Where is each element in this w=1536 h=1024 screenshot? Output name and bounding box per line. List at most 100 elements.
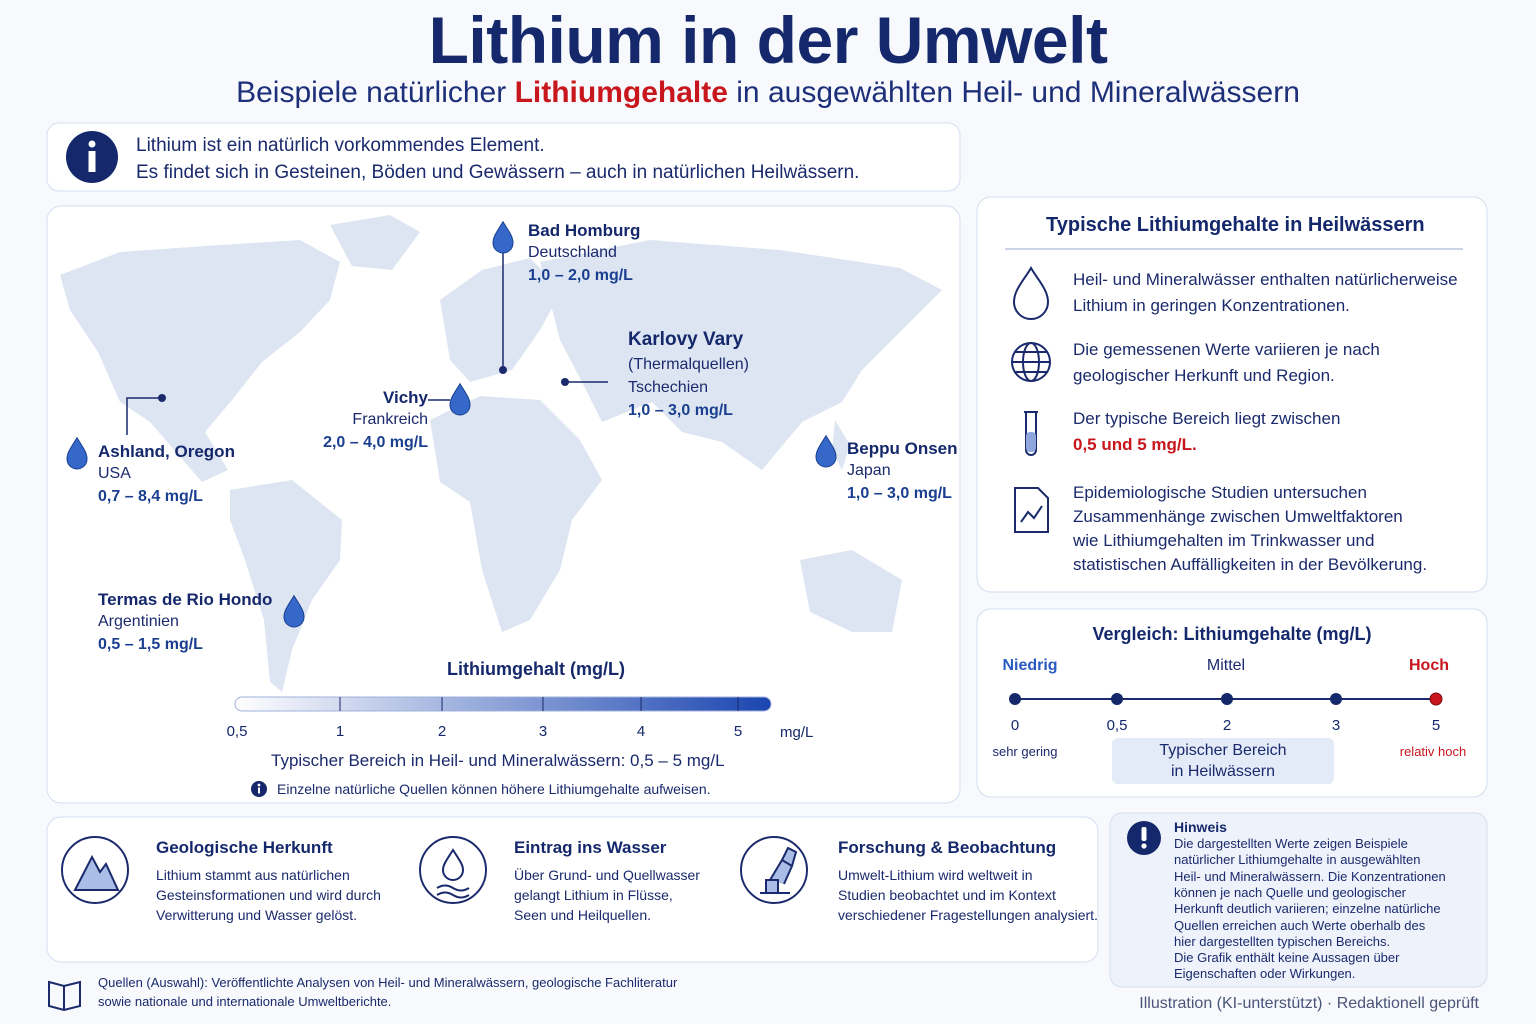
- comparison-point: 0,5: [1106, 717, 1128, 734]
- panel-item-line: geologischer Herkunft und Region.: [1073, 366, 1335, 385]
- source-line: sowie nationale und internationale Umwel…: [98, 994, 392, 1009]
- comparison-point: 0: [1010, 717, 1020, 734]
- location-detail: Japan: [847, 462, 891, 479]
- notice-line: Die dargestellten Werte zeigen Beispiele: [1174, 836, 1408, 851]
- comparison-point: 5: [1431, 717, 1441, 734]
- legend-note: Einzelne natürliche Quellen können höher…: [277, 781, 711, 797]
- location-range: 2,0 – 4,0 mg/L: [323, 434, 428, 451]
- comparison-range: Typischer Bereich: [1159, 742, 1287, 759]
- typical-panel: [976, 196, 1488, 593]
- fact-line: Lithium stammt aus natürlichen: [156, 867, 350, 883]
- panel-item-line: Der typische Bereich liegt zwischen: [1073, 409, 1341, 428]
- map-dots: [158, 366, 569, 402]
- fact-line: Seen und Heilquellen.: [514, 907, 651, 923]
- legend-info-icon: [251, 781, 267, 797]
- location-detail: Tschechien: [628, 379, 709, 396]
- panel-item-highlight: 0,5 und 5 mg/L.: [1073, 435, 1197, 454]
- tube-fill: [1026, 432, 1036, 452]
- legend-tick-label: 4: [636, 723, 646, 740]
- location-detail: (Thermalquellen): [628, 356, 749, 373]
- fact-icon-glyphs: [73, 846, 798, 899]
- notice-line: Die Grafik enthält keine Aussagen über: [1174, 950, 1400, 966]
- subtitle-part: in ausgewählten Heil- und Mineralwässern: [736, 76, 1300, 109]
- comparison-dot: [1330, 693, 1342, 705]
- legend-tick-label: 3: [538, 723, 548, 740]
- legend-tick-label: 1: [335, 723, 345, 740]
- intro-line: Es findet sich in Gesteinen, Böden und G…: [136, 162, 860, 183]
- comparison-point: 2: [1222, 717, 1232, 734]
- world-map: [60, 215, 942, 692]
- subtitle: Beispiele natürlicher Lithiumgehalte in …: [0, 76, 1536, 110]
- legend-tick-label: 0,5: [226, 723, 248, 740]
- comparison-level: Niedrig: [1002, 657, 1058, 674]
- panel-item-line: statistischen Auffälligkeiten in der Bev…: [1073, 555, 1428, 574]
- location-name: Ashland, Oregon: [98, 442, 235, 461]
- comparison-low: sehr gering: [992, 744, 1058, 759]
- location-name: Beppu Onsen: [847, 439, 958, 458]
- drop-marker: [449, 382, 471, 416]
- comparison-range: in Heilwässern: [1170, 763, 1276, 780]
- comparison-dot: [1221, 693, 1233, 705]
- comparison-title: Vergleich: Lithiumgehalte (mg/L): [1092, 624, 1372, 644]
- fact-title: Forschung & Beobachtung: [838, 838, 1057, 857]
- location-range: 1,0 – 2,0 mg/L: [528, 267, 633, 284]
- location-detail: Deutschland: [528, 244, 617, 261]
- fact-line: Verwitterung und Wasser gelöst.: [156, 907, 358, 923]
- location-range: 1,0 – 3,0 mg/L: [628, 402, 733, 419]
- notice-panel: [1109, 812, 1488, 988]
- location-name: Vichy: [382, 388, 428, 407]
- fact-title: Eintrag ins Wasser: [514, 838, 667, 857]
- facts-panel: [46, 816, 1099, 963]
- drop-marker: [815, 434, 837, 468]
- notice-icon: [1127, 821, 1161, 855]
- intro-box: [46, 122, 961, 192]
- subtitle-part: Lithiumgehalte: [514, 76, 728, 109]
- legend-tick-label: 2: [437, 723, 447, 740]
- panel-title: Typische Lithiumgehalte in Heilwässern: [1046, 214, 1425, 236]
- notice-title: Hinweis: [1174, 819, 1227, 835]
- comparison-level: Mittel: [1206, 657, 1246, 674]
- fact-line: Gesteinsformationen und wird durch: [156, 887, 381, 903]
- map-leaders: [126, 250, 608, 435]
- drop-marker: [66, 436, 88, 470]
- fact-title: Geologische Herkunft: [156, 838, 333, 857]
- legend-bar: [234, 696, 772, 712]
- comparison-dot: [1429, 692, 1443, 706]
- info-icon: [66, 131, 118, 183]
- drop-marker: [283, 594, 305, 628]
- location-range: 0,5 – 1,5 mg/L: [98, 636, 203, 653]
- panel-item-line: Epidemiologische Studien untersuchen: [1073, 483, 1367, 502]
- notice-line: können je nach Quelle und geologischer: [1174, 884, 1407, 900]
- panel-item-line: Die gemessenen Werte variieren je nach: [1073, 340, 1380, 359]
- location-range: 0,7 – 8,4 mg/L: [98, 488, 203, 505]
- panel-item-line: wie Lithiumgehalten im Trinkwasser und: [1073, 531, 1375, 550]
- credit: Illustration (KI-unterstützt) · Redaktio…: [1139, 995, 1479, 1012]
- location-detail: Frankreich: [352, 411, 428, 428]
- notice-line: Heil- und Mineralwässern. Die Konzentrat…: [1174, 868, 1446, 884]
- fact-line: verschiedener Fragestellungen analysiert…: [838, 907, 1098, 923]
- location-name: Bad Homburg: [528, 221, 641, 240]
- notice-line: natürlicher Lithiumgehalte in ausgewählt…: [1174, 852, 1421, 868]
- book-icon: [48, 980, 81, 1012]
- comparison-panel: [976, 608, 1488, 798]
- legend-unit: mg/L: [780, 724, 814, 741]
- location-range: 1,0 – 3,0 mg/L: [847, 485, 952, 502]
- panel-item-line: Zusammenhänge zwischen Umweltfaktoren: [1073, 507, 1403, 526]
- comparison-high: relativ hoch: [1399, 744, 1467, 759]
- notice-line: hier dargestellten typischen Bereichs.: [1174, 933, 1391, 949]
- panel-icons: [1011, 266, 1051, 533]
- notice-line: Herkunft deutlich variieren; einzelne na…: [1174, 901, 1441, 917]
- legend-range-note: Typischer Bereich in Heil- und Mineralwä…: [271, 751, 725, 770]
- fact-line: Studien beobachtet und im Kontext: [838, 887, 1056, 903]
- drop-marker: [492, 220, 514, 254]
- location-detail: Argentinien: [98, 613, 179, 630]
- fact-line: Umwelt-Lithium wird weltweit in: [838, 867, 1033, 883]
- subtitle-part: Beispiele natürlicher: [236, 76, 507, 109]
- legend-tick-label: 5: [733, 723, 743, 740]
- location-name: Karlovy Vary: [628, 329, 744, 350]
- comparison-dot: [1111, 693, 1123, 705]
- intro-line: Lithium ist ein natürlich vorkommendes E…: [136, 135, 545, 156]
- notice-line: Quellen erreichen auch Werte oberhalb de…: [1174, 917, 1426, 933]
